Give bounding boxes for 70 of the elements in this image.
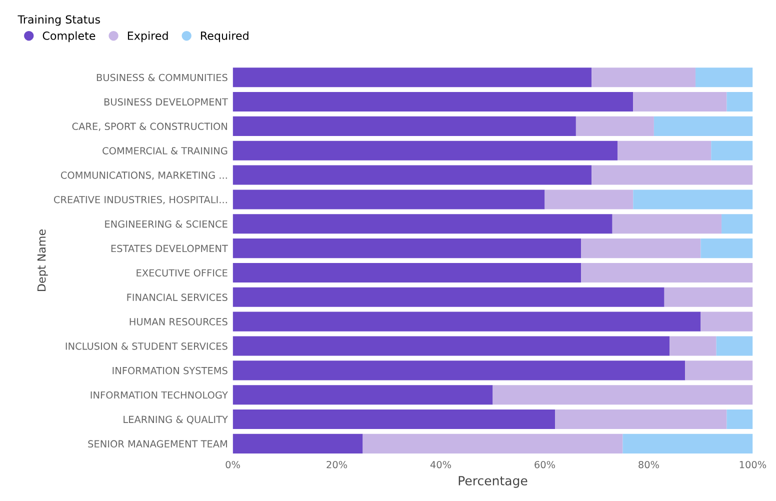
y-tick-label: INFORMATION SYSTEMS [112, 366, 228, 374]
legend-title: Training Status [18, 15, 100, 26]
bar [232, 92, 634, 112]
y-tick-label: ENGINEERING & SCIENCE [105, 220, 228, 228]
bar [654, 116, 753, 136]
bar [700, 312, 753, 332]
y-tick-label: CARE, SPORT & CONSTRUCTION [72, 122, 227, 132]
y-tick-label: FINANCIAL SERVICES [127, 294, 228, 301]
y-tick-label: INFORMATION TECHNOLOGY [90, 391, 228, 399]
bar [576, 116, 654, 136]
bar [716, 336, 753, 356]
y-tick-label: ESTATES DEVELOPMENT [111, 244, 228, 252]
bar [726, 92, 753, 112]
legend-label: Complete [42, 31, 96, 42]
x-tick-label: 80% [638, 460, 660, 468]
y-tick-label: EXECUTIVE OFFICE [136, 269, 228, 277]
bar [232, 165, 592, 185]
bar [232, 68, 592, 88]
bar [633, 92, 727, 112]
y-tick-label: LEARNING & QUALITY [124, 416, 228, 424]
bar [232, 238, 582, 258]
y-tick-label: INCLUSION & STUDENT SERVICES [66, 342, 228, 350]
bar [232, 360, 686, 380]
bar [685, 360, 753, 380]
bar [232, 116, 576, 136]
bar [622, 434, 753, 454]
bar [232, 312, 701, 332]
x-tick-label: 0% [226, 460, 240, 468]
legend-label: Expired [128, 31, 168, 42]
bar [612, 214, 722, 234]
y-tick-label: COMMUNICATIONS, MARKETING ... [60, 172, 227, 180]
bar [544, 190, 634, 210]
bar [492, 385, 753, 405]
bar [726, 410, 753, 430]
x-axis-title: Percentage [458, 476, 528, 488]
bar [696, 68, 753, 88]
y-tick-label: COMMERCIAL & TRAINING [102, 147, 228, 154]
x-tick-label: 20% [326, 460, 348, 468]
x-tick-label: 60% [534, 460, 556, 468]
y-tick-label: BUSINESS & COMMUNITIES [96, 74, 228, 82]
bar [232, 190, 545, 210]
y-tick-label: BUSINESS DEVELOPMENT [104, 98, 228, 106]
bar [232, 434, 363, 454]
bar [581, 238, 701, 258]
bar [232, 287, 664, 307]
bar [592, 68, 696, 88]
bar [670, 336, 716, 356]
bar [232, 336, 670, 356]
bar [232, 140, 618, 160]
y-tick-label: CREATIVE INDUSTRIES, HOSPITALI... [54, 196, 227, 204]
bar [664, 287, 753, 307]
legend-label: Required [201, 31, 248, 42]
y-axis-title: Dept Name [37, 230, 48, 291]
bar [555, 410, 727, 430]
bar [232, 385, 493, 405]
bar [700, 238, 753, 258]
bar [232, 410, 556, 430]
bar [618, 140, 712, 160]
y-tick-label: SENIOR MANAGEMENT TEAM [88, 440, 227, 448]
y-tick-label: HUMAN RESOURCES [130, 318, 228, 326]
bar [581, 262, 753, 282]
bar [232, 214, 612, 234]
bar [362, 434, 623, 454]
bar [711, 140, 753, 160]
bar [722, 214, 753, 234]
x-tick-label: 100% [740, 460, 766, 468]
bar [633, 190, 753, 210]
bar [592, 165, 753, 185]
x-tick-label: 40% [430, 460, 452, 468]
bar [232, 262, 582, 282]
